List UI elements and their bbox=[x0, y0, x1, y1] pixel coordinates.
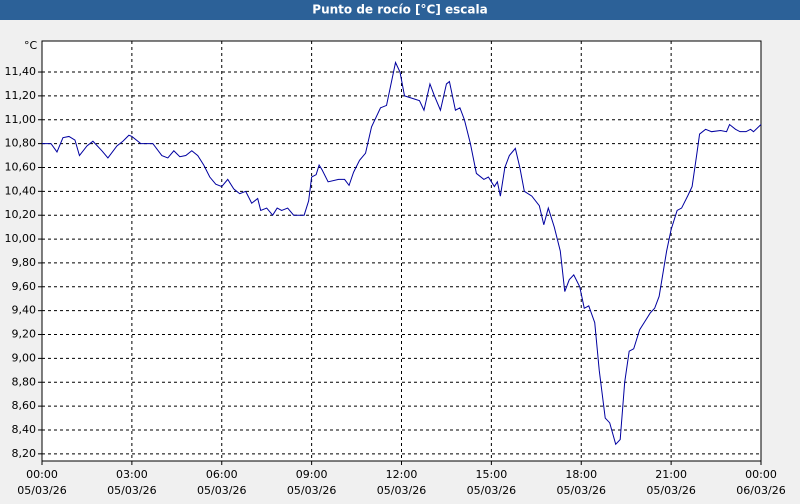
x-tick-label: 09:00 bbox=[296, 468, 328, 481]
y-tick-label: 11,20 bbox=[5, 89, 37, 102]
x-tick-date: 05/03/26 bbox=[467, 484, 516, 497]
x-tick-date: 05/03/26 bbox=[646, 484, 695, 497]
y-tick-label: 10,40 bbox=[5, 184, 37, 197]
x-tick-date: 05/03/26 bbox=[377, 484, 426, 497]
y-tick-label: 11,00 bbox=[5, 113, 37, 126]
y-tick-label: 9,20 bbox=[12, 328, 37, 341]
y-tick-label: 9,80 bbox=[12, 256, 37, 269]
y-tick-label: 9,00 bbox=[12, 351, 37, 364]
y-tick-label: 10,20 bbox=[5, 208, 37, 221]
y-tick-label: 10,00 bbox=[5, 232, 37, 245]
x-tick-date: 06/03/26 bbox=[736, 484, 785, 497]
y-tick-label: 8,40 bbox=[12, 423, 37, 436]
x-tick-date: 05/03/26 bbox=[107, 484, 156, 497]
y-tick-label: 8,60 bbox=[12, 399, 37, 412]
y-tick-label: 9,60 bbox=[12, 280, 37, 293]
y-tick-label: 11,40 bbox=[5, 65, 37, 78]
chart-title: Punto de rocío [°C] escala bbox=[312, 3, 487, 17]
x-tick-label: 18:00 bbox=[565, 468, 597, 481]
x-tick-date: 05/03/26 bbox=[17, 484, 66, 497]
y-tick-label: 8,20 bbox=[12, 447, 37, 460]
x-tick-label: 15:00 bbox=[476, 468, 508, 481]
y-tick-label: 10,60 bbox=[5, 160, 37, 173]
data-line bbox=[42, 60, 762, 446]
y-tick-label: 9,40 bbox=[12, 304, 37, 317]
x-tick-label: 03:00 bbox=[116, 468, 148, 481]
x-tick-label: 12:00 bbox=[386, 468, 418, 481]
y-tick-label: 10,80 bbox=[5, 137, 37, 150]
x-tick-label: 00:00 bbox=[745, 468, 777, 481]
x-tick-date: 05/03/26 bbox=[287, 484, 336, 497]
y-tick-label: 8,80 bbox=[12, 375, 37, 388]
x-tick-date: 05/03/26 bbox=[197, 484, 246, 497]
x-tick-label: 21:00 bbox=[655, 468, 687, 481]
title-bar bbox=[0, 0, 800, 20]
x-tick-label: 00:00 bbox=[26, 468, 58, 481]
x-tick-date: 05/03/26 bbox=[557, 484, 606, 497]
y-unit: °C bbox=[24, 39, 38, 52]
x-tick-label: 06:00 bbox=[206, 468, 238, 481]
